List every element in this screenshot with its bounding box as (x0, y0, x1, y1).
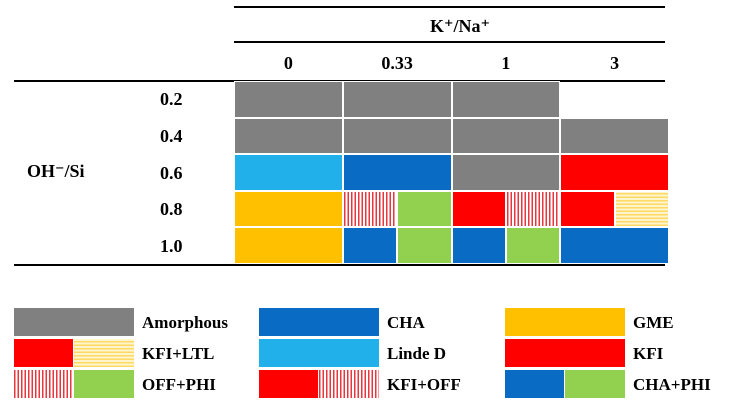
legend-label-cha: CHA (387, 313, 425, 332)
cell-0-6-0-33-cha (342, 154, 452, 191)
cell-0-8-3-ltl (614, 190, 669, 228)
legend-swatch-kfi-off-off (319, 370, 379, 398)
legend-label-kfi-off: KFI+OFF (387, 375, 461, 394)
cell-0-8-3-kfi (560, 190, 615, 228)
legend-swatch-amorphous-amorphous (14, 308, 134, 336)
legend-swatch-off-phi-phi (74, 370, 134, 398)
legend-label-kfi-ltl: KFI+LTL (142, 344, 215, 363)
cell-0-2-0-33-amorphous (342, 81, 452, 118)
legend-swatch-cha-phi-cha (505, 370, 565, 398)
legend-label-gme: GME (633, 313, 674, 332)
cell-1-0-0-33-phi (397, 227, 452, 264)
legend-label-off-phi: OFF+PHI (142, 375, 216, 394)
cell-0-4-0-33-amorphous (342, 117, 452, 155)
legend-swatch-off-phi-off (14, 370, 74, 398)
cell-0-8-1-off (505, 190, 561, 228)
cell-1-0-0-33-cha (342, 227, 398, 264)
row-label-0-2: 0.2 (160, 89, 183, 110)
legend-label-kfi: KFI (633, 344, 664, 363)
cell-0-8-0-33-phi (397, 190, 452, 228)
cell-1-0-3-cha (560, 227, 669, 264)
cell-0-2-0-amorphous (234, 81, 343, 118)
legend-swatch-kfi-ltl-kfi (14, 339, 74, 367)
column-label-3: 3 (610, 53, 620, 73)
legend-swatch-linde-d-linde-d (259, 339, 379, 367)
cell-1-0-0-gme (234, 227, 343, 264)
legend-label-amorphous: Amorphous (142, 313, 228, 332)
legend-swatch-gme-gme (505, 308, 625, 336)
row-header: OH⁻/Si (27, 161, 85, 181)
row-label-0-4: 0.4 (160, 125, 183, 146)
cell-0-4-1-amorphous (451, 117, 561, 155)
cell-0-6-0-linde-d (234, 154, 343, 191)
row-label-0-6: 0.6 (160, 162, 183, 183)
cell-0-2-1-amorphous (451, 81, 561, 118)
legend-swatch-cha-cha (259, 308, 379, 336)
row-label-0-8: 0.8 (160, 199, 183, 220)
column-label-0-33: 0.33 (381, 53, 413, 73)
legend-label-linde-d: Linde D (387, 344, 447, 363)
cell-0-8-0-33-off (342, 190, 398, 228)
legend-swatch-cha-phi-phi (565, 370, 625, 398)
bottom-rule (14, 264, 665, 266)
column-header: K⁺/Na⁺ (429, 16, 490, 36)
cell-1-0-1-cha (451, 227, 506, 264)
legend-label-cha-phi: CHA+PHI (633, 375, 711, 394)
cell-1-0-1-phi (505, 227, 561, 264)
top-rule (234, 6, 665, 8)
column-header-rule (234, 41, 665, 43)
row-label-1-0: 1.0 (160, 235, 183, 256)
column-label-1: 1 (501, 53, 511, 73)
cell-0-8-1-kfi (451, 190, 506, 228)
legend-swatch-kfi-kfi (505, 339, 625, 367)
cell-0-6-3-kfi (560, 154, 669, 191)
cell-0-8-0-gme (234, 190, 343, 228)
column-label-0: 0 (283, 53, 293, 73)
legend-swatch-kfi-ltl-ltl (74, 339, 134, 367)
cell-0-4-0-amorphous (234, 117, 343, 155)
cell-0-4-3-amorphous (560, 117, 669, 155)
legend-swatch-kfi-off-kfi (259, 370, 319, 398)
cell-0-6-1-amorphous (451, 154, 561, 191)
